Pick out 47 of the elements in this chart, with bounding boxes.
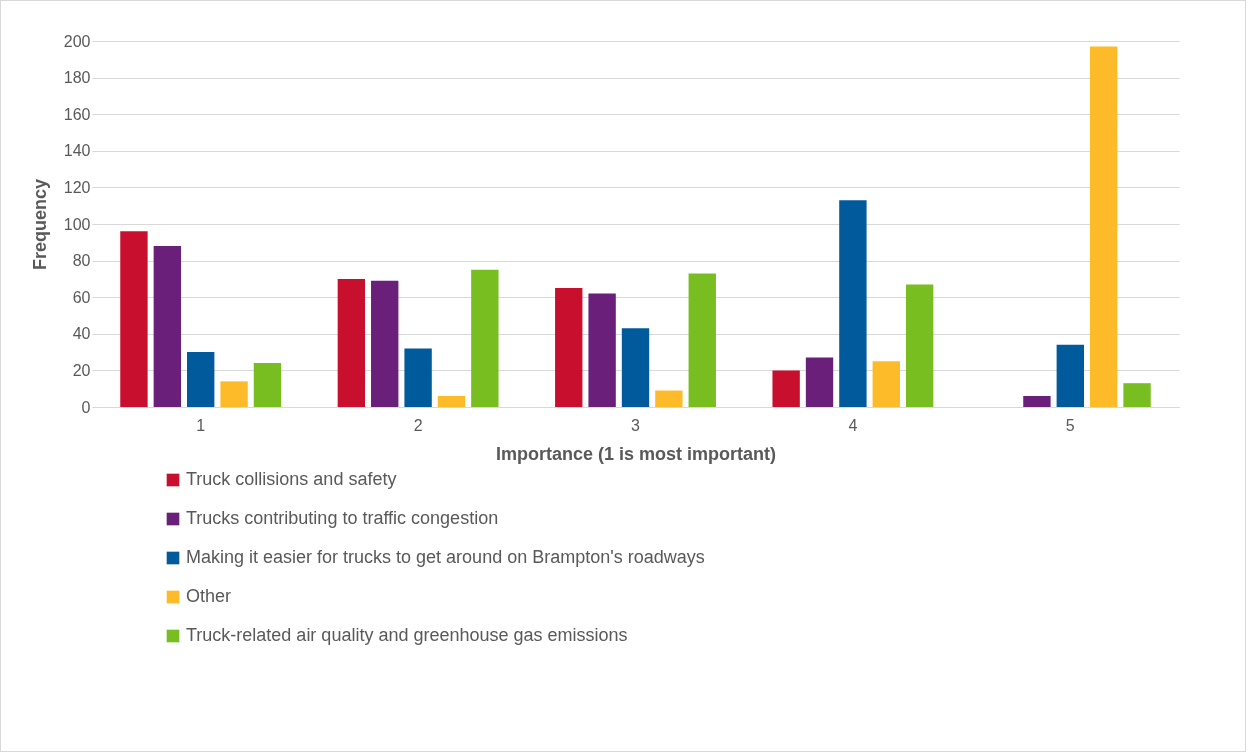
bar bbox=[437, 396, 466, 407]
bar bbox=[253, 363, 282, 407]
bar bbox=[805, 357, 834, 407]
bar bbox=[839, 200, 867, 407]
bar bbox=[471, 269, 499, 407]
bar bbox=[187, 352, 215, 407]
bar bbox=[1056, 344, 1084, 407]
bar bbox=[688, 273, 716, 407]
bar bbox=[1023, 396, 1051, 407]
bar bbox=[371, 280, 399, 407]
y-tick-label: 80 bbox=[72, 252, 91, 270]
x-tick-label: 1 bbox=[196, 416, 206, 434]
y-tick-label: 100 bbox=[63, 215, 91, 233]
x-axis-title: Importance (1 is most important) bbox=[495, 443, 777, 464]
bar bbox=[1123, 383, 1151, 407]
bar bbox=[588, 293, 616, 407]
bar bbox=[337, 278, 366, 407]
y-tick-label: 200 bbox=[63, 32, 91, 50]
bar bbox=[120, 231, 148, 407]
y-tick-label: 60 bbox=[72, 288, 91, 306]
y-tick-label: 40 bbox=[72, 325, 91, 343]
legend-label: Truck-related air quality and greenhouse gas emissions bbox=[186, 625, 628, 645]
bar bbox=[872, 361, 900, 407]
y-axis-title: Frequency bbox=[29, 178, 50, 271]
bar bbox=[404, 348, 432, 407]
bar bbox=[153, 245, 182, 407]
y-tick-label: 120 bbox=[63, 178, 91, 196]
y-tick-label: 160 bbox=[63, 105, 91, 123]
legend-label: Other bbox=[186, 586, 232, 606]
legend-label: Making it easier for trucks to get around on Brampton's roadways bbox=[186, 547, 705, 567]
y-tick-label: 0 bbox=[81, 398, 91, 416]
y-tick-label: 20 bbox=[72, 361, 91, 379]
legend-label: Trucks contributing to traffic congestion bbox=[186, 508, 499, 528]
y-tick-label: 140 bbox=[63, 142, 91, 160]
x-tick-label: 2 bbox=[413, 416, 423, 434]
bar bbox=[655, 390, 683, 407]
y-tick-label: 180 bbox=[63, 69, 91, 87]
x-tick-label: 3 bbox=[631, 416, 641, 434]
bar bbox=[772, 370, 800, 407]
x-tick-label: 4 bbox=[848, 416, 858, 434]
bar bbox=[555, 288, 583, 407]
bar bbox=[905, 284, 934, 407]
x-tick-label: 5 bbox=[1065, 416, 1075, 434]
bar bbox=[1089, 46, 1118, 407]
bar bbox=[220, 381, 248, 407]
legend-label: Truck collisions and safety bbox=[186, 469, 397, 489]
bar bbox=[621, 328, 650, 407]
